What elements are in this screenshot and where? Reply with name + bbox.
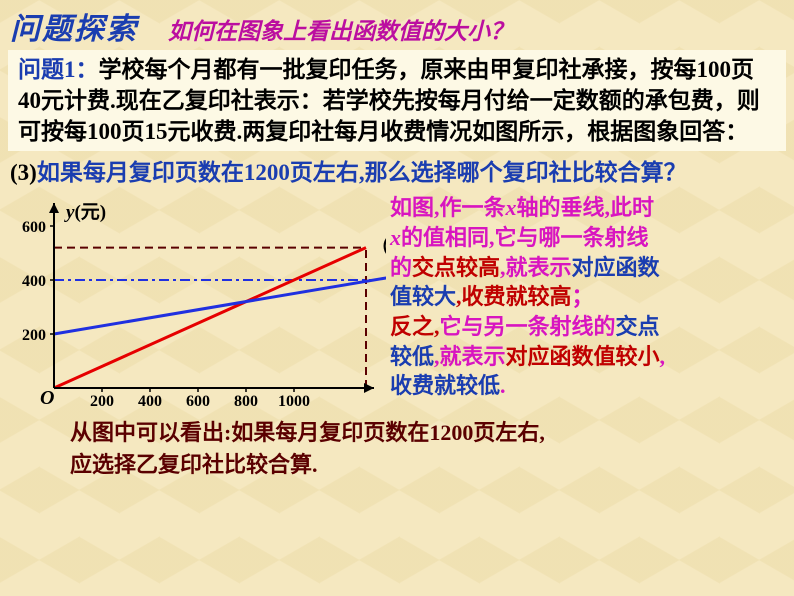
problem-statement: 问题1：学校每个月都有一批复印任务，原来由甲复印社承接，按每100页40元计费.… <box>8 50 786 151</box>
t: 交点较高 <box>412 255 500 280</box>
t: 交点 <box>616 314 660 339</box>
problem-label: 问题1： <box>18 57 99 82</box>
chart-area: 200 400 600 200 400 600 800 1000 Oy(元) （甲 （ <box>6 193 386 413</box>
t: 对应函数 <box>572 255 660 280</box>
problem-text: 学校每个月都有一批复印任务，原来由甲复印社承接，按每100页40元计费.现在乙复… <box>18 57 760 144</box>
conclusion-l1: 从图中可以看出:如果每月复印页数在1200页左右, <box>70 417 764 449</box>
t: x <box>390 225 401 250</box>
q3-text: 如果每月复印页数在1200页左右,那么选择哪个复印社比较合算？ <box>37 160 687 185</box>
conclusion-l2: 应选择乙复印社比较合算. <box>70 449 764 481</box>
svg-text:200: 200 <box>90 393 114 410</box>
t: 值较大 <box>390 284 456 309</box>
t: x <box>506 195 517 220</box>
t: ； <box>572 284 594 309</box>
svg-text:（: （ <box>382 266 386 289</box>
svg-text:y(元): y(元) <box>64 202 106 223</box>
t: 的值相同,它与哪一条射线 <box>401 225 649 250</box>
svg-text:800: 800 <box>234 393 258 410</box>
svg-text:400: 400 <box>138 393 162 410</box>
svg-text:O: O <box>40 387 54 409</box>
svg-text:400: 400 <box>22 273 46 290</box>
t: 它与另一条射线的 <box>440 314 616 339</box>
svg-text:200: 200 <box>22 327 46 344</box>
conclusion: 从图中可以看出:如果每月复印页数在1200页左右, 应选择乙复印社比较合算. <box>0 413 794 481</box>
svg-text:1000: 1000 <box>278 393 310 410</box>
t: 对应函数值较小 <box>506 344 660 369</box>
t: 的 <box>390 255 412 280</box>
explanation-text: 如图,作一条x轴的垂线,此时 x的值相同,它与哪一条射线 的交点较高,就表示对应… <box>386 193 794 413</box>
chart-svg: 200 400 600 200 400 600 800 1000 Oy(元) （甲 （ <box>6 193 386 413</box>
t: 较低 <box>390 344 434 369</box>
svg-text:600: 600 <box>186 393 210 410</box>
t: ,就表示 <box>500 255 572 280</box>
t: . <box>500 373 506 398</box>
t: , <box>660 344 666 369</box>
t: 如图,作一条 <box>390 195 506 220</box>
svg-text:（甲: （甲 <box>370 236 386 259</box>
t: 轴的垂线,此时 <box>517 195 655 220</box>
question-3: (3)如果每月复印页数在1200页左右,那么选择哪个复印社比较合算？ <box>0 155 794 193</box>
t: 反之, <box>390 314 440 339</box>
t: 收费就较低 <box>390 373 500 398</box>
page-title: 问题探索 <box>10 4 138 48</box>
svg-text:600: 600 <box>22 219 46 236</box>
t: ,就表示 <box>434 344 506 369</box>
q3-number: (3) <box>10 160 37 185</box>
page-subtitle: 如何在图象上看出函数值的大小？ <box>168 12 513 46</box>
t: ,收费就较高 <box>456 284 572 309</box>
